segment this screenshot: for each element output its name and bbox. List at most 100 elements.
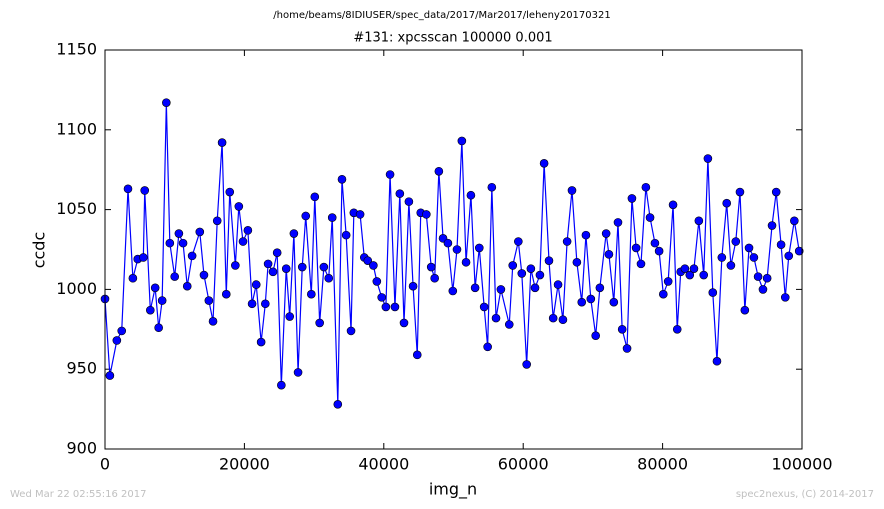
- data-point: [221, 289, 231, 299]
- data-point: [327, 213, 337, 222]
- data-point: [199, 270, 209, 280]
- data-point: [363, 256, 373, 265]
- data-point: [395, 189, 405, 198]
- data-point: [268, 267, 278, 277]
- data-point: [562, 237, 572, 246]
- data-point: [381, 302, 391, 312]
- data-point: [726, 261, 736, 270]
- data-point: [256, 337, 266, 347]
- data-point: [404, 197, 414, 206]
- data-point: [182, 281, 192, 291]
- data-point: [740, 305, 750, 315]
- data-point: [301, 211, 311, 221]
- data-point: [581, 230, 591, 240]
- data-point: [479, 302, 489, 312]
- data-point: [281, 264, 291, 273]
- data-point: [758, 285, 768, 294]
- data-point: [105, 371, 115, 380]
- data-point: [112, 336, 122, 345]
- data-point: [474, 243, 484, 253]
- data-point: [448, 286, 458, 296]
- data-point: [154, 323, 163, 333]
- data-point: [341, 230, 351, 240]
- data-point: [457, 136, 467, 146]
- data-point: [780, 293, 790, 302]
- data-point: [187, 251, 197, 261]
- data-point: [369, 261, 378, 270]
- data-point: [355, 210, 365, 219]
- data-point: [195, 227, 205, 237]
- data-point: [443, 238, 453, 248]
- data-point: [514, 237, 523, 246]
- x-tick-label: 40000: [358, 455, 409, 474]
- data-point: [297, 262, 307, 272]
- plot-frame: [104, 49, 803, 450]
- data-point: [422, 210, 431, 219]
- data-point: [767, 221, 777, 230]
- data-point: [377, 293, 387, 302]
- data-point: [217, 138, 227, 147]
- data-point: [346, 326, 356, 336]
- data-point: [277, 380, 286, 390]
- data-point: [285, 312, 295, 321]
- data-line: [104, 102, 800, 405]
- data-point: [522, 360, 531, 369]
- data-point: [749, 253, 759, 262]
- data-point: [645, 213, 655, 222]
- data-point: [234, 202, 244, 211]
- data-point: [672, 324, 682, 334]
- y-tick-label: 1000: [56, 279, 97, 298]
- data-point: [731, 237, 741, 246]
- data-point: [293, 368, 303, 377]
- data-point: [139, 253, 148, 262]
- y-tick-label: 950: [66, 359, 97, 378]
- file-path: /home/beams/8IDIUSER/spec_data/2017/Mar2…: [273, 10, 610, 21]
- data-point: [251, 280, 261, 289]
- data-point: [487, 182, 497, 192]
- data-point: [150, 283, 160, 293]
- x-tick-label: 100000: [771, 455, 832, 474]
- data-point: [508, 261, 518, 270]
- data-point: [204, 296, 214, 305]
- data-point: [641, 182, 651, 192]
- data-point: [174, 229, 184, 238]
- data-point: [712, 356, 722, 366]
- data-point: [753, 272, 763, 281]
- data-point: [128, 273, 138, 283]
- data-point: [784, 251, 794, 261]
- data-point: [744, 243, 754, 253]
- y-tick-label: 1050: [56, 199, 97, 218]
- data-point: [426, 262, 436, 272]
- data-point: [333, 400, 343, 409]
- data-point: [412, 350, 422, 360]
- data-point: [794, 246, 804, 256]
- data-point: [170, 272, 179, 281]
- data-point: [212, 216, 222, 226]
- data-point: [452, 245, 462, 254]
- data-point: [663, 277, 673, 286]
- x-tick-label: 20000: [219, 455, 270, 474]
- x-tick-label: 60000: [498, 455, 549, 474]
- y-tick-label: 900: [66, 439, 97, 458]
- data-point: [604, 249, 614, 259]
- data-point: [225, 187, 235, 197]
- data-point: [535, 270, 545, 280]
- data-point: [722, 198, 732, 208]
- data-point: [231, 261, 240, 270]
- data-point: [372, 277, 382, 286]
- data-point: [310, 192, 320, 202]
- data-point: [390, 302, 400, 312]
- data-point: [548, 313, 558, 323]
- footer-date: Wed Mar 22 02:55:16 2017: [10, 489, 146, 500]
- data-point: [776, 240, 786, 250]
- data-point: [466, 190, 476, 200]
- data-point: [544, 256, 554, 265]
- data-point: [146, 305, 155, 315]
- x-axis-label: img_n: [429, 480, 477, 500]
- data-point: [208, 317, 218, 326]
- data-point: [627, 194, 637, 203]
- y-axis-label: ccdc: [30, 232, 49, 269]
- data-point: [708, 288, 718, 297]
- data-point: [668, 200, 678, 210]
